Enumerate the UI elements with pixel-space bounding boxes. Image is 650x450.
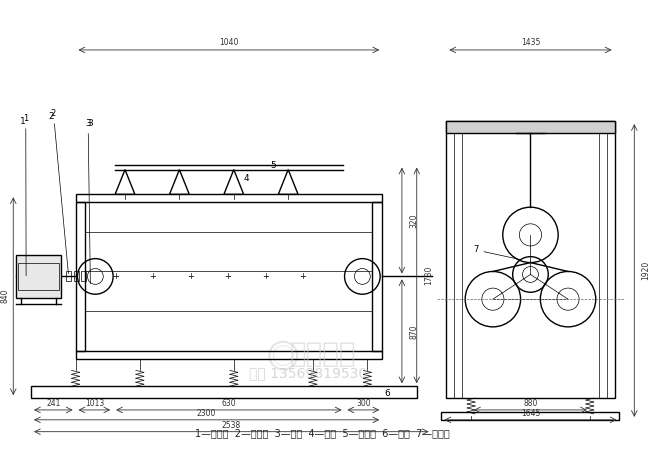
Text: 300: 300 <box>356 399 370 408</box>
Text: 1730: 1730 <box>424 266 433 285</box>
Text: +: + <box>150 272 156 281</box>
Text: +: + <box>187 272 194 281</box>
Text: 1: 1 <box>23 114 29 275</box>
Text: 4: 4 <box>244 174 250 183</box>
Text: 2: 2 <box>51 109 68 274</box>
Text: 2538: 2538 <box>222 421 241 430</box>
Text: 6: 6 <box>384 389 390 398</box>
Text: 241: 241 <box>46 399 60 408</box>
Text: 7: 7 <box>473 245 479 254</box>
Bar <box>441 412 619 420</box>
Bar <box>73 271 79 281</box>
Text: 国盛 13569819530: 国盛 13569819530 <box>249 366 367 380</box>
Text: 1645: 1645 <box>521 409 540 418</box>
Text: +: + <box>300 272 306 281</box>
Text: 2: 2 <box>48 112 54 121</box>
Text: 1920: 1920 <box>642 261 650 280</box>
Text: 1013: 1013 <box>84 399 104 408</box>
Text: +: + <box>224 272 231 281</box>
Text: +: + <box>262 272 269 281</box>
Text: 1040: 1040 <box>219 38 239 47</box>
Text: 1435: 1435 <box>521 38 540 47</box>
Bar <box>16 255 60 298</box>
Text: 880: 880 <box>523 399 538 408</box>
Bar <box>81 271 86 281</box>
Bar <box>599 121 606 398</box>
Bar <box>372 202 382 351</box>
Text: 840: 840 <box>1 289 10 303</box>
Bar <box>75 202 85 351</box>
Text: 1: 1 <box>20 117 26 126</box>
Text: 870: 870 <box>410 324 418 338</box>
Text: 5: 5 <box>270 161 276 170</box>
Text: 1—电动机  2—联轴节  3—机架  4—筒体  5—激振器  6—弹簧  7—连通管: 1—电动机 2—联轴节 3—机架 4—筒体 5—激振器 6—弹簧 7—连通管 <box>196 428 450 438</box>
Text: 3: 3 <box>85 119 91 284</box>
Text: 3: 3 <box>88 119 93 128</box>
Text: 2300: 2300 <box>197 409 216 418</box>
Bar <box>447 121 614 133</box>
Bar <box>31 386 417 398</box>
Bar <box>75 194 382 202</box>
Text: 国盛机械: 国盛机械 <box>289 340 356 368</box>
Bar <box>18 263 58 290</box>
Text: 320: 320 <box>410 213 418 228</box>
Text: 630: 630 <box>222 399 236 408</box>
Bar <box>75 351 382 359</box>
Bar <box>454 121 462 398</box>
Bar <box>447 121 614 398</box>
Text: +: + <box>112 272 118 281</box>
Bar <box>66 271 71 281</box>
